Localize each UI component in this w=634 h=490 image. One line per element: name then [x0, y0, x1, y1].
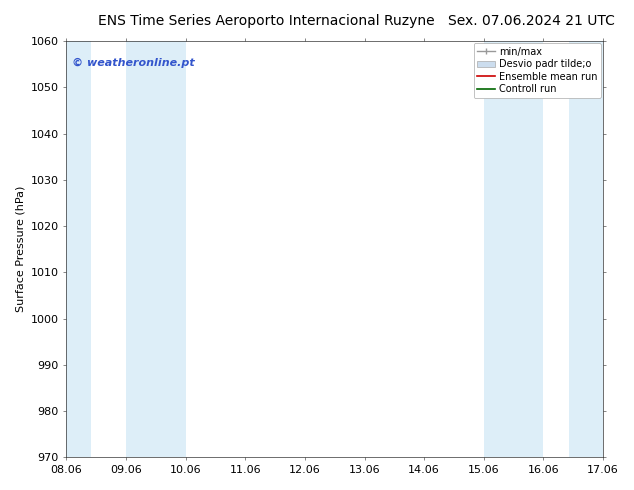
Bar: [67, 41, 91, 457]
Bar: [569, 41, 603, 457]
Text: Sex. 07.06.2024 21 UTC: Sex. 07.06.2024 21 UTC: [448, 14, 615, 28]
Y-axis label: Surface Pressure (hPa): Surface Pressure (hPa): [15, 186, 25, 313]
Legend: min/max, Desvio padr tilde;o, Ensemble mean run, Controll run: min/max, Desvio padr tilde;o, Ensemble m…: [474, 43, 601, 98]
Text: ENS Time Series Aeroporto Internacional Ruzyne: ENS Time Series Aeroporto Internacional …: [98, 14, 434, 28]
Text: © weatheronline.pt: © weatheronline.pt: [72, 58, 195, 68]
Bar: [484, 41, 543, 457]
Bar: [126, 41, 186, 457]
